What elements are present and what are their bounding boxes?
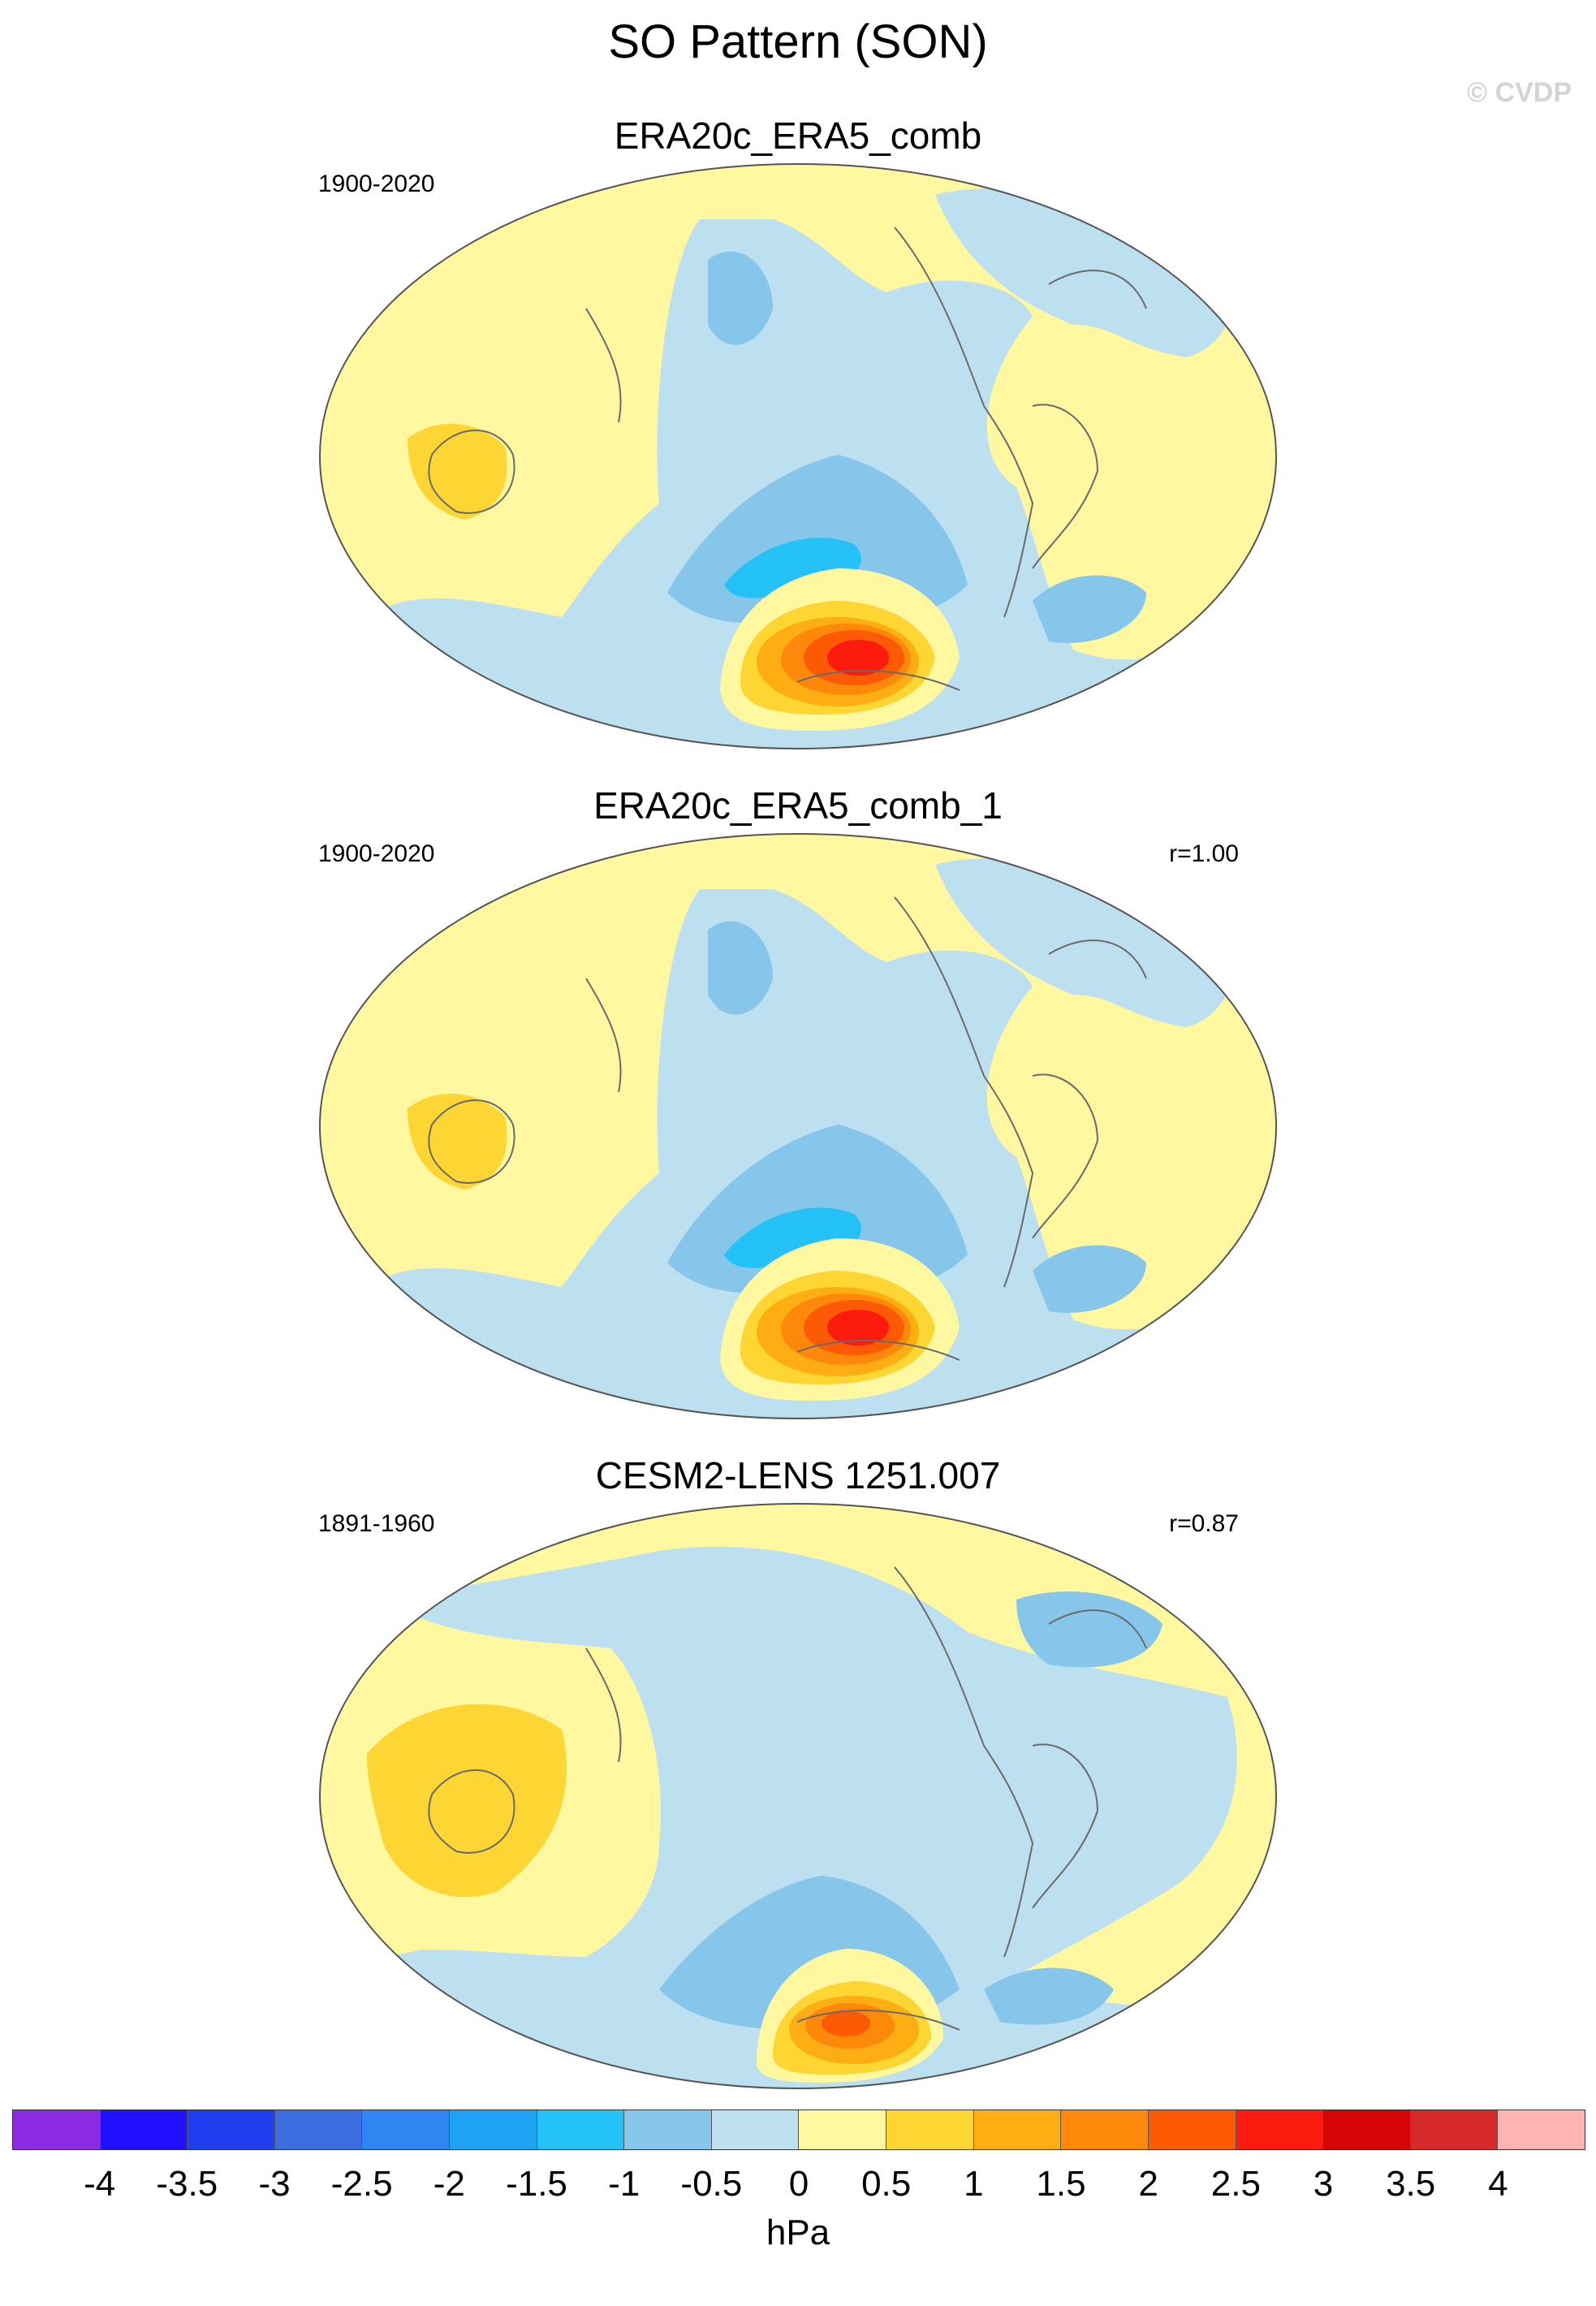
colorbar-segment: [1323, 2110, 1411, 2149]
colorbar-segment: [1061, 2110, 1149, 2149]
colorbar-tick-label: -1.5: [506, 2164, 567, 2204]
colorbar-segment: [1148, 2110, 1236, 2149]
colorbar-segment: [274, 2110, 363, 2149]
colorbar-tick-label: 0: [788, 2164, 809, 2204]
ocean-negative-field: [320, 1546, 1276, 2088]
pole-positive-5: [827, 1310, 889, 1345]
coastlines: [428, 1566, 1147, 2031]
colorbar-segment: [537, 2110, 625, 2149]
australia-positive: [408, 1093, 507, 1190]
globe-outline: [319, 163, 1277, 749]
colorbar-segment: [1498, 2110, 1585, 2149]
colorbar-segment: [450, 2110, 537, 2149]
colorbar-tick-label: 1: [964, 2164, 984, 2204]
colorbar-tick-label: -2.5: [330, 2164, 393, 2204]
colorbar-segment: [362, 2110, 451, 2149]
colorbar-tick-label: -2: [433, 2164, 465, 2204]
colorbar-unit: hPa: [766, 2213, 830, 2252]
indo-pacific-positive-1: [367, 1704, 567, 1898]
pole-positive-4: [822, 2010, 870, 2036]
colorbar-segment: [188, 2110, 275, 2149]
colorbar-segment: [973, 2110, 1062, 2149]
colorbar-tick-label: 2: [1138, 2164, 1158, 2204]
coastlines: [428, 227, 1147, 691]
panel-2-period: 1900-2020: [318, 840, 435, 867]
colorbar: [12, 2110, 1585, 2150]
panel-3-map: [319, 1503, 1277, 2089]
panel-3-title: CESM2-LENS 1251.007: [595, 1454, 1001, 1496]
colorbar-segment: [799, 2110, 887, 2149]
colorbar-segment: [13, 2110, 101, 2149]
figure-title: SO Pattern (SON): [608, 15, 988, 68]
colorbar-tick-label: 3.5: [1386, 2164, 1436, 2204]
panel-1-period: 1900-2020: [318, 171, 435, 197]
panel-2-map: [319, 833, 1277, 1419]
panel-2-correlation: r=1.00: [1169, 840, 1239, 867]
colorbar-segment: [886, 2110, 974, 2149]
colorbar-tick-label: -3.5: [156, 2164, 218, 2204]
colorbar-tick-label: -3: [258, 2164, 291, 2204]
pole-positive-5: [827, 640, 889, 676]
colorbar-segment: [1410, 2110, 1499, 2149]
colorbar-segment: [1236, 2110, 1324, 2149]
globe-outline: [319, 833, 1277, 1419]
globe-outline: [319, 1503, 1277, 2089]
coastlines: [428, 896, 1147, 1361]
panel-3-period: 1891-1960: [318, 1510, 435, 1537]
colorbar-tick-label: 2.5: [1210, 2164, 1261, 2204]
s-atlantic-negative: [1033, 575, 1146, 643]
colorbar-tick-label: 0.5: [861, 2164, 912, 2204]
colorbar-tick-label: -4: [84, 2164, 116, 2204]
copyright-label: © CVDP: [1467, 77, 1572, 108]
colorbar-segment: [711, 2110, 800, 2149]
colorbar-tick-label: 4: [1488, 2164, 1508, 2204]
australia-positive: [408, 423, 507, 520]
colorbar-segment: [100, 2110, 188, 2149]
s-atlantic-negative: [984, 1967, 1114, 2025]
n-pacific-negative-core: [708, 921, 773, 1015]
colorbar-tick-label: 1.5: [1036, 2164, 1086, 2204]
panel-2-title: ERA20c_ERA5_comb_1: [593, 784, 1003, 827]
n-pacific-negative-core: [708, 251, 773, 345]
colorbar-tick-label: -1: [608, 2164, 641, 2204]
panel-3-correlation: r=0.87: [1169, 1510, 1239, 1537]
colorbar-segment: [624, 2110, 712, 2149]
colorbar-tick-label: 3: [1313, 2164, 1334, 2204]
panel-1-map: [319, 163, 1277, 749]
n-atlantic-negative-core: [1016, 1591, 1162, 1668]
panel-1-title: ERA20c_ERA5_comb: [614, 114, 982, 157]
s-atlantic-negative: [1033, 1245, 1146, 1313]
colorbar-tick-label: -0.5: [680, 2164, 743, 2204]
